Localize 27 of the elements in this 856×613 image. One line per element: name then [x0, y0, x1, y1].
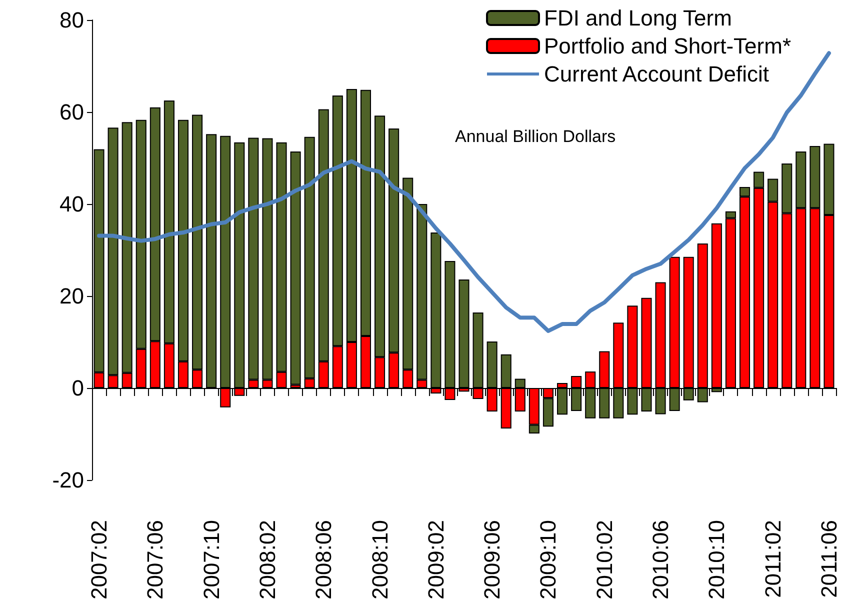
bar — [458, 279, 470, 388]
bar — [711, 223, 722, 388]
x-tick-label: 2008:10 — [367, 520, 392, 600]
x-tick-label: 2008:02 — [254, 520, 280, 600]
x-tick-label: 2011:02 — [760, 520, 786, 598]
y-tick-label: 80 — [60, 8, 84, 32]
legend-label: Current Account Deficit — [544, 62, 769, 86]
x-tick-label: 2007:02 — [86, 520, 112, 600]
y-tick-label: -20 — [52, 468, 84, 492]
x-tick-label: 2011:06 — [816, 520, 842, 598]
annotation: Annual Billion Dollars — [455, 127, 616, 146]
bar — [290, 152, 301, 385]
x-tick-label: 2008:06 — [311, 520, 336, 600]
x-tick-label: 2007:10 — [198, 520, 224, 600]
legend-label: FDI and Long Term — [544, 6, 732, 30]
x-tick-label: 2009:10 — [536, 520, 561, 600]
x-tick-label: 2007:06 — [142, 520, 168, 600]
legend-label: Portfolio and Short-Term* — [544, 34, 792, 58]
x-tick-label: 2010:02 — [592, 520, 617, 600]
y-tick-label: 40 — [60, 192, 84, 216]
y-tick-label: 20 — [60, 284, 84, 308]
x-tick-label: 2010:10 — [704, 520, 730, 600]
x-tick-label: 2009:06 — [480, 520, 505, 600]
y-tick-label: 0 — [72, 376, 84, 400]
x-tick-label: 2009:02 — [423, 520, 448, 600]
y-tick-label: 60 — [60, 100, 84, 124]
x-tick-label: 2010:06 — [648, 520, 674, 600]
